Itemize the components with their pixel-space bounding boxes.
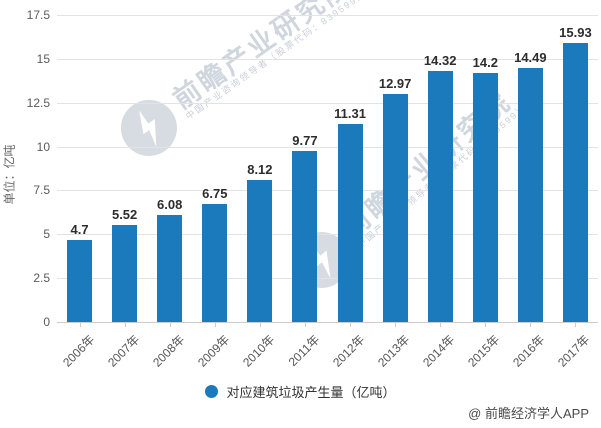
bar-2011年[interactable] bbox=[292, 150, 318, 322]
bar-value-label: 14.32 bbox=[423, 52, 457, 68]
x-tick-mark bbox=[214, 322, 216, 327]
x-tick-mark bbox=[440, 322, 442, 327]
bar-value-label: 5.52 bbox=[111, 207, 138, 223]
attribution-text: @ 前瞻经济学人APP bbox=[468, 406, 589, 421]
gridline bbox=[57, 15, 598, 16]
y-tick-label: 7.5 bbox=[33, 183, 50, 198]
legend: 对应建筑垃圾产生量（亿吨） bbox=[0, 382, 601, 401]
x-tick-label: 2012年 bbox=[330, 332, 368, 370]
bar-2013年[interactable] bbox=[382, 94, 408, 322]
x-tick-mark bbox=[124, 322, 126, 327]
bar-value-label: 4.7 bbox=[70, 221, 89, 237]
bar-value-label: 9.77 bbox=[292, 132, 318, 148]
y-tick-label: 5 bbox=[43, 227, 50, 242]
gridline bbox=[57, 58, 598, 60]
y-tick-label: 2.5 bbox=[33, 271, 50, 286]
y-tick-label: 12.5 bbox=[26, 95, 50, 110]
bar-value-label: 15.93 bbox=[559, 24, 592, 40]
bar-2008年[interactable] bbox=[157, 215, 183, 322]
bar-2012年[interactable] bbox=[337, 123, 363, 322]
gridline bbox=[57, 146, 598, 148]
x-axis-line bbox=[57, 322, 598, 323]
x-tick-mark bbox=[350, 322, 352, 327]
bar-2015年[interactable] bbox=[472, 72, 498, 322]
gridline bbox=[57, 278, 598, 280]
x-tick-mark bbox=[530, 322, 532, 327]
gridline bbox=[57, 234, 598, 236]
bar-2016年[interactable] bbox=[517, 67, 543, 322]
x-tick-label: 2017年 bbox=[555, 332, 593, 370]
bar-value-label: 11.31 bbox=[334, 105, 366, 121]
y-tick-label: 15 bbox=[36, 51, 50, 66]
legend-label[interactable]: 对应建筑垃圾产生量（亿吨） bbox=[226, 385, 396, 400]
bar-2014年[interactable] bbox=[427, 70, 453, 322]
bar-value-label: 6.75 bbox=[202, 185, 228, 201]
x-tick-label: 2010年 bbox=[239, 332, 278, 370]
x-tick-label: 2006年 bbox=[59, 332, 97, 370]
bar-2010年[interactable] bbox=[247, 179, 273, 322]
bar-value-label: 12.97 bbox=[378, 76, 412, 92]
bar-2007年[interactable] bbox=[112, 225, 138, 322]
x-tick-mark bbox=[485, 322, 487, 327]
x-tick-mark bbox=[304, 322, 306, 327]
bar-value-label: 14.2 bbox=[472, 54, 498, 70]
x-tick-mark bbox=[395, 322, 397, 327]
y-tick-label: 10 bbox=[36, 139, 50, 154]
y-tick-label: 17.5 bbox=[26, 8, 50, 22]
bar-2006年[interactable] bbox=[67, 239, 93, 322]
x-tick-label: 2013年 bbox=[375, 332, 413, 370]
bar-value-label: 14.49 bbox=[514, 49, 547, 65]
x-tick-label: 2011年 bbox=[285, 332, 323, 370]
bar-2009年[interactable] bbox=[202, 203, 228, 322]
legend-marker-icon[interactable] bbox=[205, 385, 219, 398]
y-tick-label: 0 bbox=[43, 315, 50, 329]
bar-value-label: 8.12 bbox=[247, 161, 273, 177]
bar-value-label: 6.08 bbox=[157, 197, 183, 213]
x-tick-mark bbox=[169, 322, 171, 327]
x-tick-mark bbox=[575, 322, 577, 327]
x-tick-mark bbox=[79, 322, 81, 327]
x-tick-mark bbox=[259, 322, 261, 327]
gridline bbox=[57, 102, 598, 104]
bar-2017年[interactable] bbox=[562, 42, 588, 322]
gridline bbox=[57, 190, 598, 192]
